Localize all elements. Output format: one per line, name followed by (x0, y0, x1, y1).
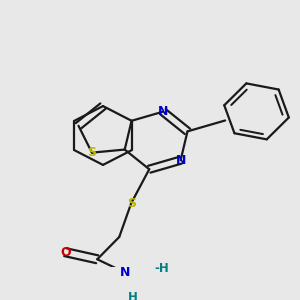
Text: N: N (120, 266, 130, 279)
Text: S: S (87, 146, 96, 159)
Text: N: N (176, 154, 186, 167)
Text: -H: -H (154, 262, 169, 275)
Text: N: N (158, 105, 168, 118)
Text: H: H (128, 291, 138, 300)
Text: O: O (60, 246, 70, 259)
Text: S: S (127, 196, 136, 210)
